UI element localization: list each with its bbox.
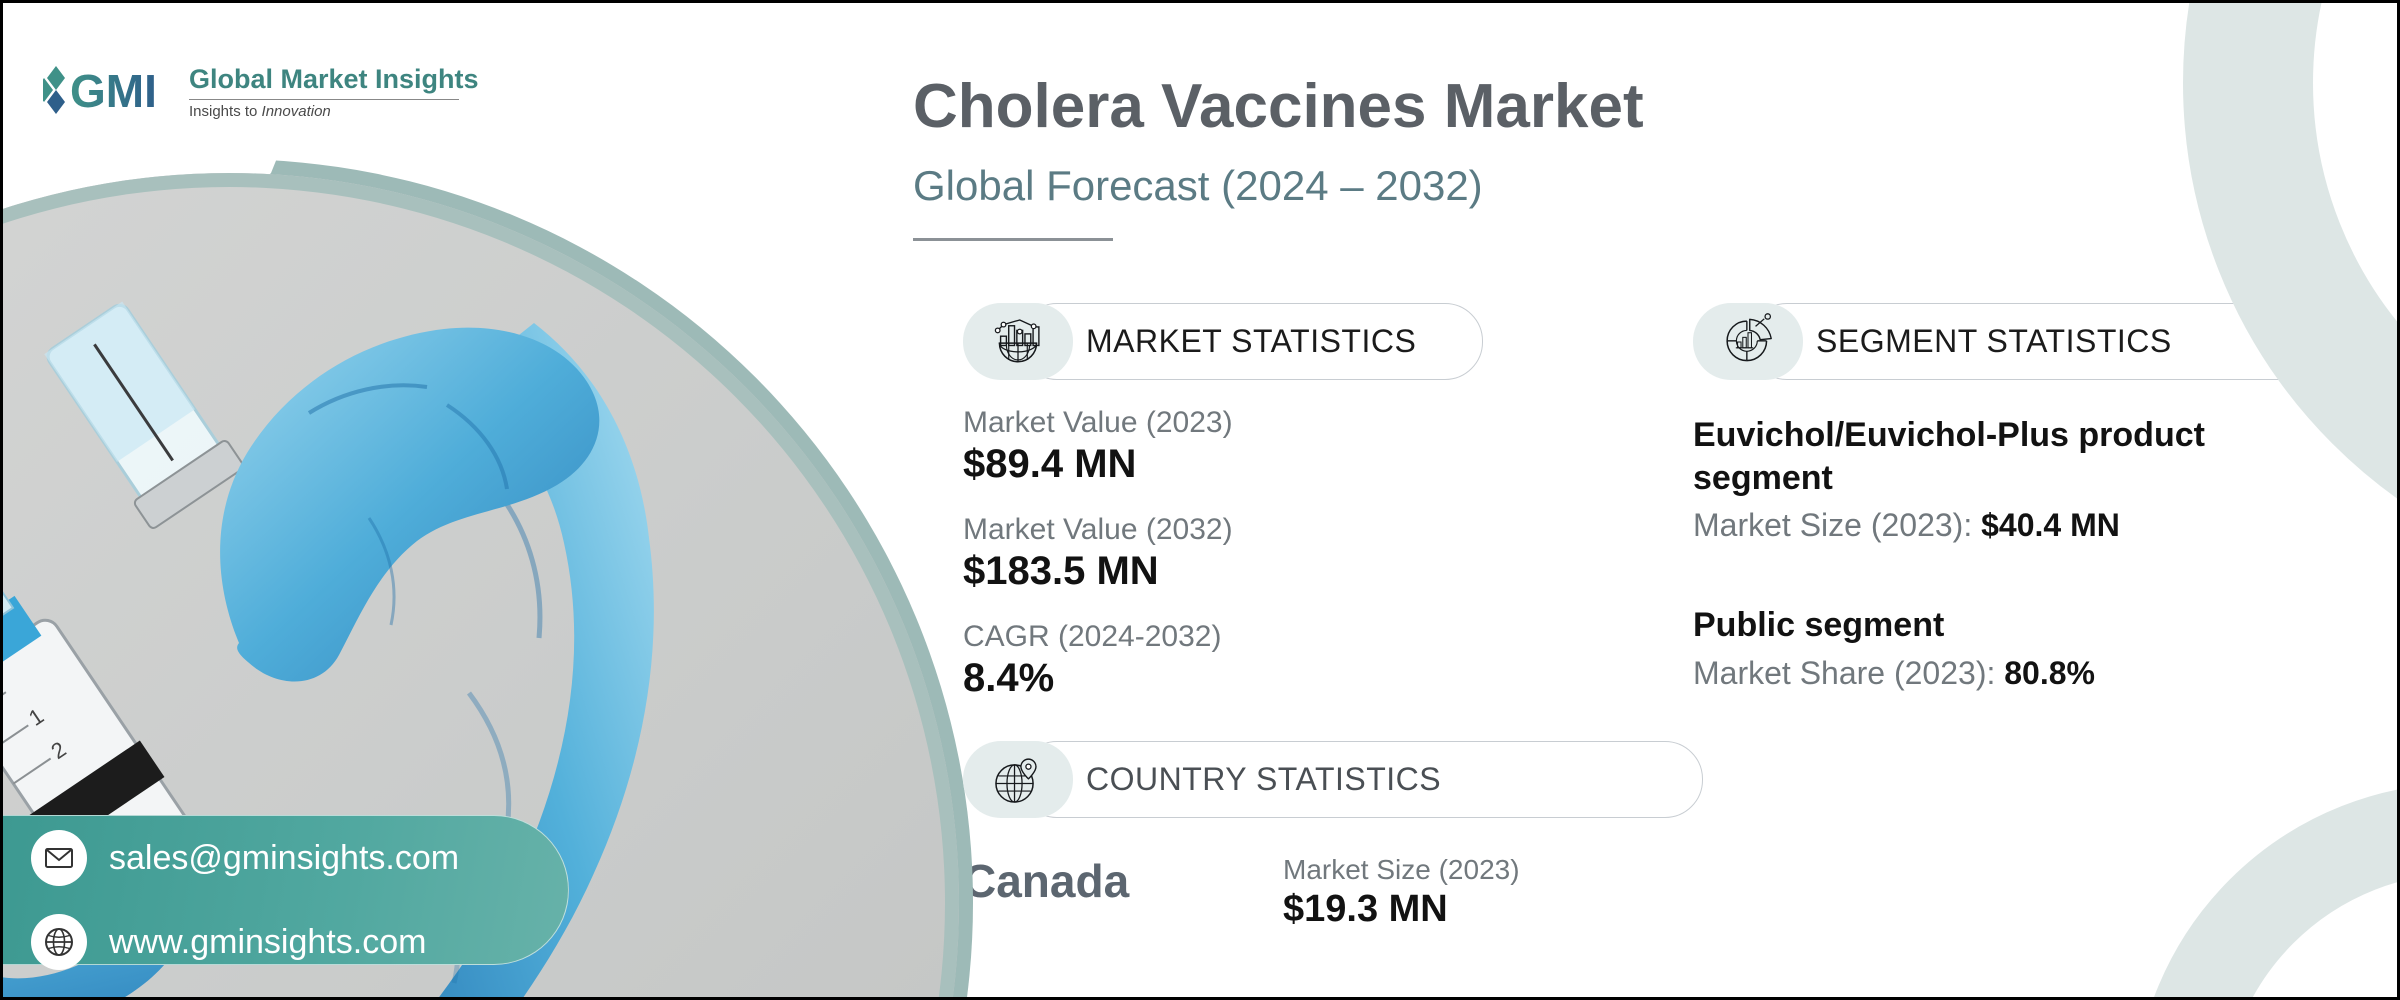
svg-text:GMI: GMI [70, 65, 157, 117]
